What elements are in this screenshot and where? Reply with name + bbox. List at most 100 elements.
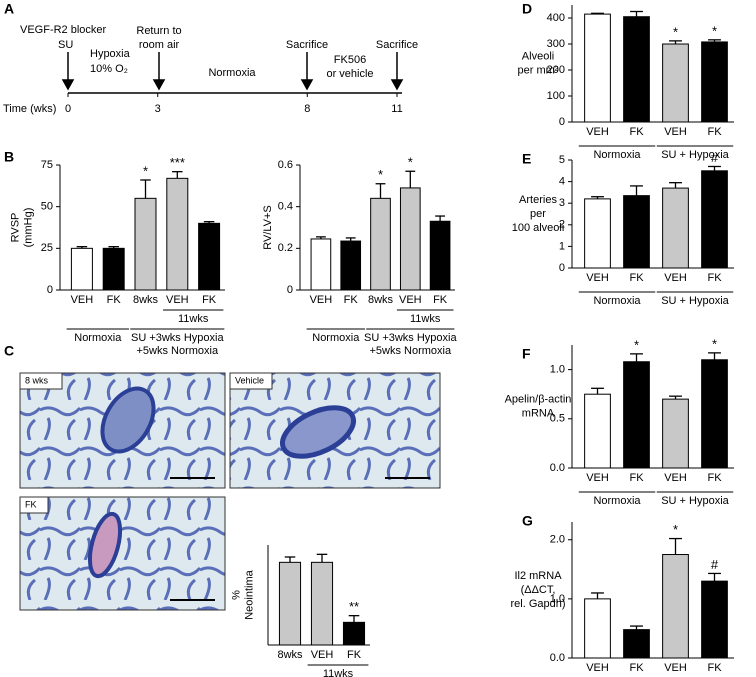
- bar: [701, 170, 728, 269]
- y-axis-label: Apelin/β-actin: [505, 393, 572, 405]
- y-axis-label: Alveoli: [522, 50, 554, 62]
- y-axis-label: 100 alveoli: [512, 222, 565, 234]
- y-tick-label: 0.0: [550, 652, 565, 664]
- y-axis-label: mRNA: [522, 407, 555, 419]
- bar: [584, 598, 611, 659]
- y-axis-label: (ΔΔCT,: [521, 584, 556, 596]
- y-tick-label: 0.0: [550, 462, 565, 474]
- panel-letter: A: [4, 1, 14, 17]
- x-tick-label: FK: [707, 472, 722, 484]
- group-label: +5wks Normoxia: [369, 345, 451, 357]
- bar: [662, 187, 689, 269]
- y-axis-label: per: [530, 208, 546, 220]
- significance-label: *: [143, 163, 148, 178]
- y-tick-label: 0.5: [550, 413, 565, 425]
- significance-label: **: [349, 599, 359, 614]
- micrograph: Vehicle: [229, 372, 441, 489]
- subgroup-label: 11wks: [178, 313, 209, 325]
- x-tick-label: VEH: [586, 272, 609, 284]
- y-axis-label: per mm²: [518, 64, 559, 76]
- x-tick-label: VEH: [586, 472, 609, 484]
- bar: [662, 398, 689, 469]
- group-label: SU +3wks Hypoxia: [131, 332, 225, 344]
- micrograph-label: Vehicle: [235, 375, 264, 385]
- timeline-text: or vehicle: [326, 68, 373, 80]
- x-tick-label: VEH: [310, 294, 333, 306]
- bar: [701, 41, 728, 123]
- y-tick-label: 0: [47, 284, 53, 296]
- y-axis-label: Arteries: [519, 194, 557, 206]
- timeline-text: VEGF-R2 blocker: [20, 24, 107, 36]
- bar: [134, 197, 157, 291]
- y-axis-label: rel. Gapdh): [510, 598, 565, 610]
- x-tick-label: 8wks: [133, 294, 159, 306]
- y-tick-label: 100: [547, 90, 565, 102]
- x-tick-label: VEH: [664, 662, 687, 674]
- x-tick-label: FK: [707, 126, 722, 138]
- group-label: Normoxia: [593, 495, 641, 507]
- group-label: Normoxia: [593, 295, 641, 307]
- bar: [429, 220, 451, 291]
- significance-label: *: [378, 167, 383, 182]
- bar: [701, 359, 728, 469]
- bar: [584, 13, 611, 123]
- x-tick-label: FK: [707, 272, 722, 284]
- x-tick-label: FK: [347, 649, 362, 661]
- bar: [399, 187, 421, 291]
- timeline-axis-label: Time (wks): [3, 103, 56, 115]
- x-tick-label: VEH: [311, 649, 334, 661]
- significance-label: *: [634, 337, 639, 352]
- timeline-tick-label: 8: [304, 103, 310, 115]
- y-tick-label: 1.0: [550, 593, 565, 605]
- bar: [310, 238, 332, 291]
- bar: [584, 198, 611, 269]
- y-axis-label: %: [230, 590, 242, 600]
- x-tick-label: FK: [629, 272, 644, 284]
- panel-letter: B: [4, 149, 14, 165]
- group-label: SU +3wks Hypoxia: [364, 332, 458, 344]
- panel-letter: E: [522, 151, 531, 167]
- group-label: Normoxia: [312, 332, 360, 344]
- bar: [584, 393, 611, 469]
- timeline-text: Sacrifice: [376, 39, 418, 51]
- timeline-text: room air: [139, 39, 180, 51]
- bar: [623, 16, 650, 123]
- y-tick-label: 2: [559, 219, 565, 231]
- y-tick-label: 4: [559, 176, 565, 188]
- subgroup-label: 11wks: [410, 313, 441, 325]
- y-tick-label: 3: [559, 197, 565, 209]
- y-tick-label: 0: [559, 116, 565, 128]
- y-tick-label: 2.0: [550, 534, 565, 546]
- arrows: [61, 52, 404, 91]
- bar: [310, 561, 334, 646]
- y-axis-label: Il2 mRNA: [514, 570, 562, 582]
- bar: [662, 43, 689, 123]
- panel-letter: D: [522, 1, 532, 17]
- group-label: SU + Hypoxia: [661, 149, 729, 161]
- significance-label: *: [408, 155, 413, 170]
- y-axis-label: Neointima: [243, 569, 255, 619]
- y-axis-label: RVSP: [9, 213, 21, 243]
- x-tick-label: FK: [707, 662, 722, 674]
- bar: [340, 240, 362, 291]
- micrograph: FK: [19, 496, 226, 611]
- micrograph-label: FK: [25, 499, 37, 509]
- bar: [623, 361, 650, 469]
- y-tick-label: 0.6: [278, 159, 293, 171]
- x-tick-label: FK: [107, 294, 122, 306]
- bar: [278, 561, 302, 646]
- y-tick-label: 1: [559, 240, 565, 252]
- y-tick-label: 50: [41, 201, 53, 213]
- y-tick-label: 0: [287, 284, 293, 296]
- micrograph: 8 wks: [19, 372, 226, 489]
- y-tick-label: 75: [41, 159, 53, 171]
- y-tick-label: 0.4: [278, 201, 293, 213]
- timeline-text: Normoxia: [208, 67, 256, 79]
- x-tick-label: VEH: [166, 294, 189, 306]
- significance-label: *: [712, 23, 717, 38]
- bar: [102, 247, 125, 291]
- significance-label: #: [711, 557, 719, 572]
- timeline: [61, 52, 404, 94]
- significance-label: #: [711, 150, 719, 165]
